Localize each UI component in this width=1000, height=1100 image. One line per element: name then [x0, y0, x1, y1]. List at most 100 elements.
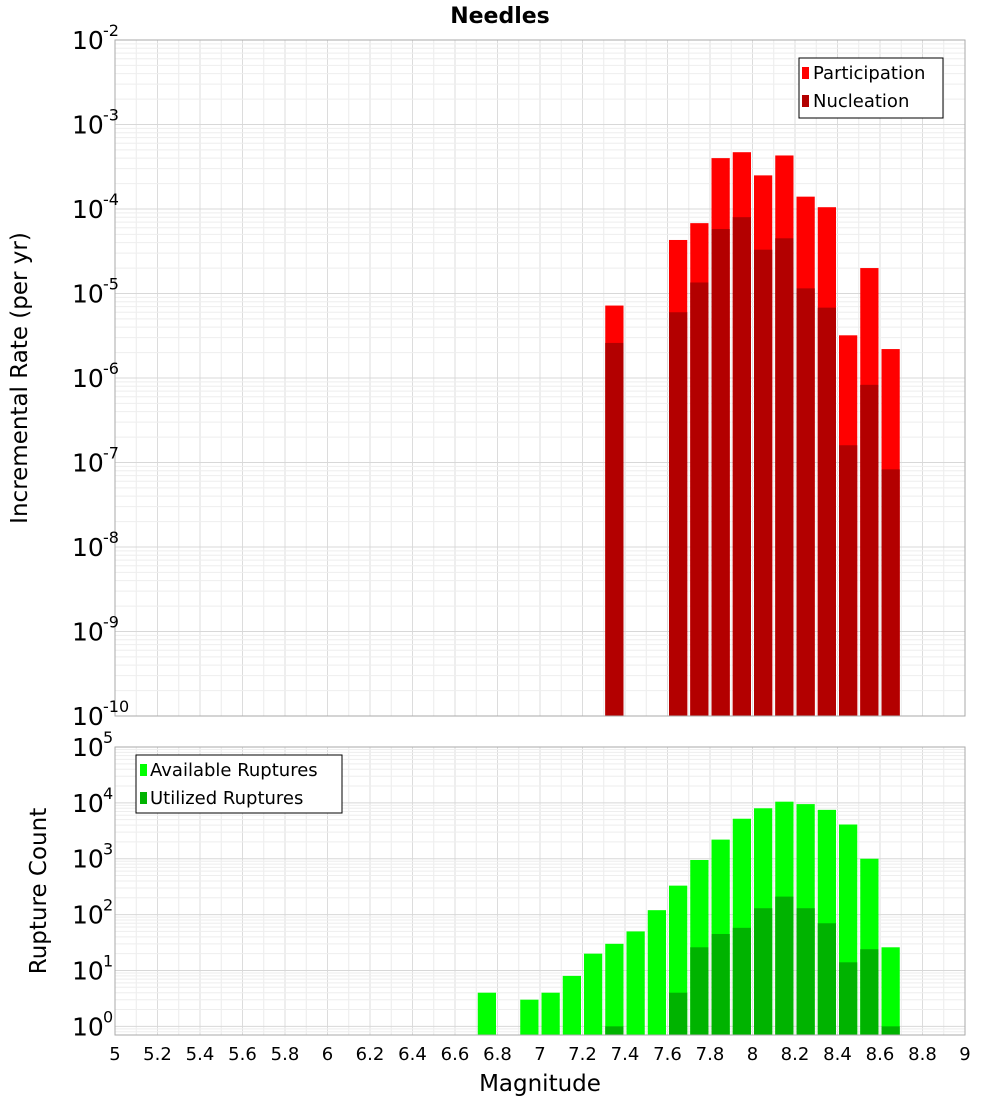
bar-utilized-ruptures	[669, 992, 688, 1035]
bar-utilized-ruptures	[839, 962, 858, 1035]
bottom-y-tick-exponent: 5	[103, 728, 113, 747]
top-y-tick-exponent: -10	[103, 697, 129, 716]
top-grid	[114, 39, 966, 717]
x-tick-label: 9	[959, 1044, 970, 1065]
bottom-y-tick-exponent: 1	[103, 951, 113, 970]
bar-nucleation	[690, 282, 709, 716]
legend-swatch-nucleation	[802, 95, 809, 107]
bottom-plot-frame	[114, 746, 966, 1036]
top-plot-frame	[114, 39, 966, 717]
bottom-y-tick-label: 10	[72, 733, 104, 762]
top-legend: Participation Nucleation	[798, 57, 944, 119]
bottom-legend-box	[135, 754, 343, 814]
bar-utilized-ruptures	[605, 1026, 624, 1035]
x-tick-label: 7.6	[653, 1044, 682, 1065]
bottom-y-axis-label: Rupture Count	[26, 808, 52, 974]
bar-utilized-ruptures	[775, 896, 794, 1035]
bar-utilized-ruptures	[754, 908, 773, 1035]
bar-available-ruptures	[541, 992, 560, 1035]
top-y-tick-exponent: -4	[103, 190, 119, 209]
x-tick-label: 8.4	[823, 1044, 852, 1065]
x-tick-label: 7.8	[696, 1044, 725, 1065]
x-tick-label: 7	[534, 1044, 545, 1065]
top-y-tick-exponent: -5	[103, 275, 119, 294]
x-tick-label: 5	[109, 1044, 120, 1065]
top-y-tick-exponent: -2	[103, 21, 119, 40]
x-tick-label: 8.2	[781, 1044, 810, 1065]
bar-nucleation	[839, 445, 858, 716]
bar-utilized-ruptures	[796, 908, 815, 1035]
x-tick-label: 5.6	[228, 1044, 257, 1065]
top-y-tick-label: 10	[72, 364, 104, 393]
legend-label-participation: Participation	[813, 63, 925, 84]
legend-swatch-utilized	[140, 792, 147, 804]
top-plot-panel: 10-210-310-410-510-610-710-810-910-10 In…	[7, 21, 966, 731]
bottom-y-tick-label: 10	[72, 1012, 104, 1041]
x-tick-label: 5.2	[143, 1044, 172, 1065]
bar-nucleation	[881, 469, 900, 716]
bottom-y-tick-label: 10	[72, 789, 104, 818]
bar-available-ruptures	[626, 931, 645, 1035]
x-tick-label: 6.8	[483, 1044, 512, 1065]
bar-utilized-ruptures	[690, 947, 709, 1035]
bottom-y-tick-exponent: 2	[103, 896, 113, 915]
top-y-tick-label: 10	[72, 702, 104, 731]
bar-available-ruptures	[881, 947, 900, 1035]
top-y-tick-exponent: -9	[103, 613, 119, 632]
bottom-y-tick-exponent: 0	[103, 1007, 113, 1026]
bar-nucleation	[860, 384, 879, 716]
bottom-legend: Available Ruptures Utilized Ruptures	[135, 754, 343, 814]
bottom-y-tick-exponent: 4	[103, 784, 113, 803]
x-tick-label: 5.8	[271, 1044, 300, 1065]
top-y-tick-label: 10	[72, 618, 104, 647]
legend-swatch-participation	[802, 67, 809, 79]
top-y-tick-exponent: -8	[103, 528, 119, 547]
top-y-tick-label: 10	[72, 111, 104, 140]
top-y-axis-label: Incremental Rate (per yr)	[7, 232, 33, 524]
top-y-tick-label: 10	[72, 280, 104, 309]
x-tick-label: 8.8	[908, 1044, 937, 1065]
x-tick-label: 7.2	[568, 1044, 597, 1065]
bottom-y-tick-label: 10	[72, 956, 104, 985]
bar-utilized-ruptures	[732, 927, 751, 1035]
top-y-tick-labels: 10-210-310-410-510-610-710-810-910-10	[72, 21, 129, 731]
x-tick-label: 8	[747, 1044, 758, 1065]
x-tick-label: 6.2	[356, 1044, 385, 1065]
bar-available-ruptures	[562, 975, 581, 1035]
x-tick-label: 8.6	[866, 1044, 895, 1065]
bar-utilized-ruptures	[860, 949, 879, 1035]
bar-nucleation	[605, 342, 624, 716]
bar-available-ruptures	[584, 953, 603, 1035]
bar-nucleation	[775, 238, 794, 717]
top-y-tick-label: 10	[72, 195, 104, 224]
bar-nucleation	[754, 249, 773, 716]
top-y-tick-exponent: -3	[103, 106, 119, 125]
bar-nucleation	[796, 288, 815, 716]
bottom-bars	[477, 801, 900, 1035]
x-axis-label: Magnitude	[479, 1071, 601, 1097]
bar-utilized-ruptures	[711, 933, 730, 1035]
top-y-tick-label: 10	[72, 533, 104, 562]
x-tick-label: 5.4	[186, 1044, 215, 1065]
top-bars	[605, 152, 900, 717]
bottom-y-tick-label: 10	[72, 901, 104, 930]
bar-utilized-ruptures	[881, 1026, 900, 1035]
legend-swatch-available	[140, 764, 147, 776]
legend-label-nucleation: Nucleation	[813, 91, 909, 112]
chart-title: Needles	[450, 4, 550, 29]
legend-label-available: Available Ruptures	[150, 760, 318, 781]
x-tick-label: 6.6	[441, 1044, 470, 1065]
x-tick-label: 6	[322, 1044, 333, 1065]
top-y-tick-exponent: -6	[103, 359, 119, 378]
x-tick-label: 6.4	[398, 1044, 427, 1065]
bar-available-ruptures	[647, 910, 666, 1035]
bottom-y-tick-label: 10	[72, 845, 104, 874]
bar-available-ruptures	[520, 999, 539, 1035]
bar-utilized-ruptures	[817, 923, 836, 1035]
bar-nucleation	[711, 228, 730, 716]
bottom-y-tick-exponent: 3	[103, 840, 113, 859]
x-tick-labels: 5 5.2 5.4 5.6 5.8 6 6.2 6.4 6.6 6.8 7 7.2 7.4 7.6 7.8 8…	[109, 1044, 970, 1065]
